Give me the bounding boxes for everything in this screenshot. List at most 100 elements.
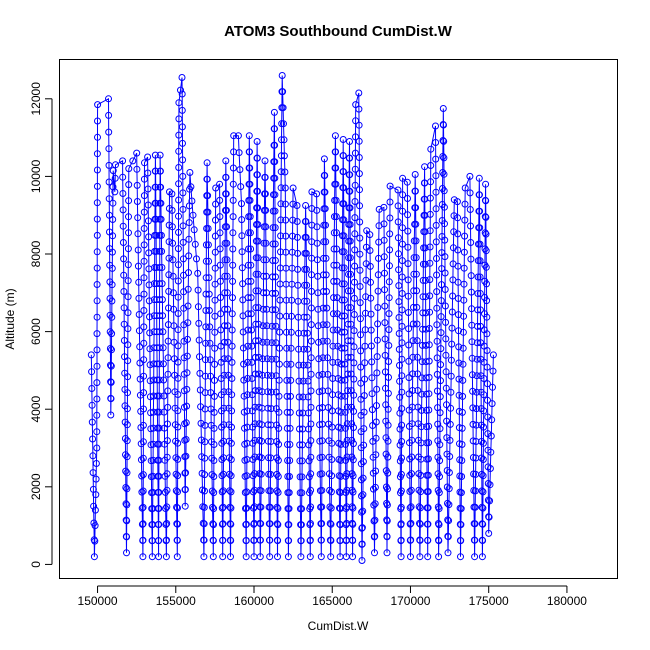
data-point bbox=[321, 172, 329, 179]
data-point bbox=[93, 379, 101, 387]
data-point bbox=[337, 489, 344, 496]
data-point bbox=[346, 254, 354, 262]
data-point bbox=[140, 307, 148, 314]
data-point bbox=[184, 319, 192, 327]
data-point bbox=[332, 213, 340, 221]
data-point bbox=[135, 327, 143, 335]
data-point bbox=[398, 388, 406, 396]
data-point bbox=[124, 357, 132, 365]
data-point bbox=[385, 294, 393, 302]
data-point bbox=[247, 245, 255, 253]
data-point bbox=[298, 457, 306, 465]
data-point bbox=[155, 505, 163, 512]
data-point bbox=[146, 313, 153, 321]
data-point bbox=[107, 361, 114, 369]
data-point bbox=[327, 553, 335, 561]
data-point bbox=[145, 233, 153, 241]
data-point bbox=[350, 359, 358, 367]
data-point bbox=[440, 137, 448, 145]
data-point bbox=[302, 249, 310, 257]
data-point bbox=[120, 288, 128, 295]
data-point bbox=[357, 331, 364, 339]
data-point bbox=[204, 241, 212, 249]
data-point bbox=[295, 329, 302, 337]
data-point bbox=[415, 453, 423, 461]
data-point bbox=[396, 361, 403, 369]
data-point bbox=[325, 470, 333, 478]
data-point bbox=[478, 553, 486, 561]
data-point bbox=[242, 537, 250, 544]
data-point bbox=[174, 423, 182, 431]
data-point bbox=[155, 360, 163, 368]
data-point bbox=[152, 167, 160, 175]
data-point bbox=[338, 312, 346, 320]
data-point bbox=[105, 195, 113, 203]
data-point bbox=[221, 272, 229, 280]
data-point bbox=[93, 215, 101, 223]
data-point bbox=[320, 254, 328, 262]
data-point bbox=[481, 245, 489, 253]
data-point bbox=[205, 290, 213, 298]
data-point bbox=[439, 137, 447, 144]
data-point bbox=[382, 417, 390, 425]
data-point bbox=[461, 184, 469, 192]
data-point bbox=[276, 312, 284, 320]
data-point bbox=[337, 376, 345, 384]
data-point bbox=[269, 257, 277, 264]
data-point bbox=[210, 441, 218, 448]
data-point bbox=[350, 311, 358, 318]
data-point bbox=[483, 330, 491, 338]
data-point bbox=[284, 441, 291, 448]
data-point bbox=[172, 437, 180, 445]
data-point bbox=[228, 326, 236, 334]
data-point bbox=[253, 171, 261, 179]
data-point bbox=[271, 141, 279, 149]
data-point bbox=[394, 186, 402, 194]
data-point bbox=[368, 374, 376, 382]
data-point bbox=[489, 351, 497, 359]
data-point bbox=[307, 370, 315, 378]
data-point bbox=[125, 181, 133, 189]
data-point bbox=[220, 388, 228, 396]
data-point bbox=[179, 139, 186, 147]
data-point bbox=[140, 356, 148, 364]
data-point bbox=[243, 423, 251, 431]
data-point bbox=[210, 424, 218, 432]
data-point bbox=[406, 471, 414, 479]
data-point bbox=[328, 472, 336, 480]
data-point bbox=[315, 404, 323, 412]
data-point bbox=[173, 536, 181, 544]
data-point bbox=[293, 218, 301, 225]
data-point bbox=[319, 304, 327, 312]
data-point bbox=[395, 314, 403, 321]
data-point bbox=[366, 262, 374, 270]
data-point bbox=[426, 292, 434, 300]
data-point bbox=[170, 338, 178, 346]
data-point bbox=[239, 344, 247, 352]
data-point bbox=[408, 470, 415, 478]
data-point bbox=[386, 198, 394, 206]
data-point bbox=[425, 439, 433, 447]
data-point bbox=[190, 226, 198, 234]
data-point bbox=[306, 536, 314, 544]
data-point bbox=[217, 294, 224, 301]
data-point bbox=[162, 553, 170, 561]
data-point bbox=[355, 137, 363, 145]
data-point bbox=[194, 269, 202, 277]
data-point bbox=[425, 390, 433, 398]
data-point bbox=[454, 246, 462, 254]
data-point bbox=[350, 407, 358, 415]
data-point bbox=[300, 297, 308, 305]
data-point bbox=[262, 206, 270, 214]
data-point bbox=[384, 485, 391, 493]
data-point bbox=[473, 339, 481, 347]
data-point bbox=[442, 384, 450, 392]
data-point bbox=[187, 183, 195, 191]
data-point bbox=[372, 434, 380, 442]
data-point bbox=[146, 361, 154, 369]
plot-frame bbox=[59, 59, 618, 579]
data-point bbox=[447, 404, 455, 412]
data-point bbox=[418, 374, 426, 382]
data-point bbox=[245, 132, 253, 140]
data-point bbox=[415, 470, 423, 478]
